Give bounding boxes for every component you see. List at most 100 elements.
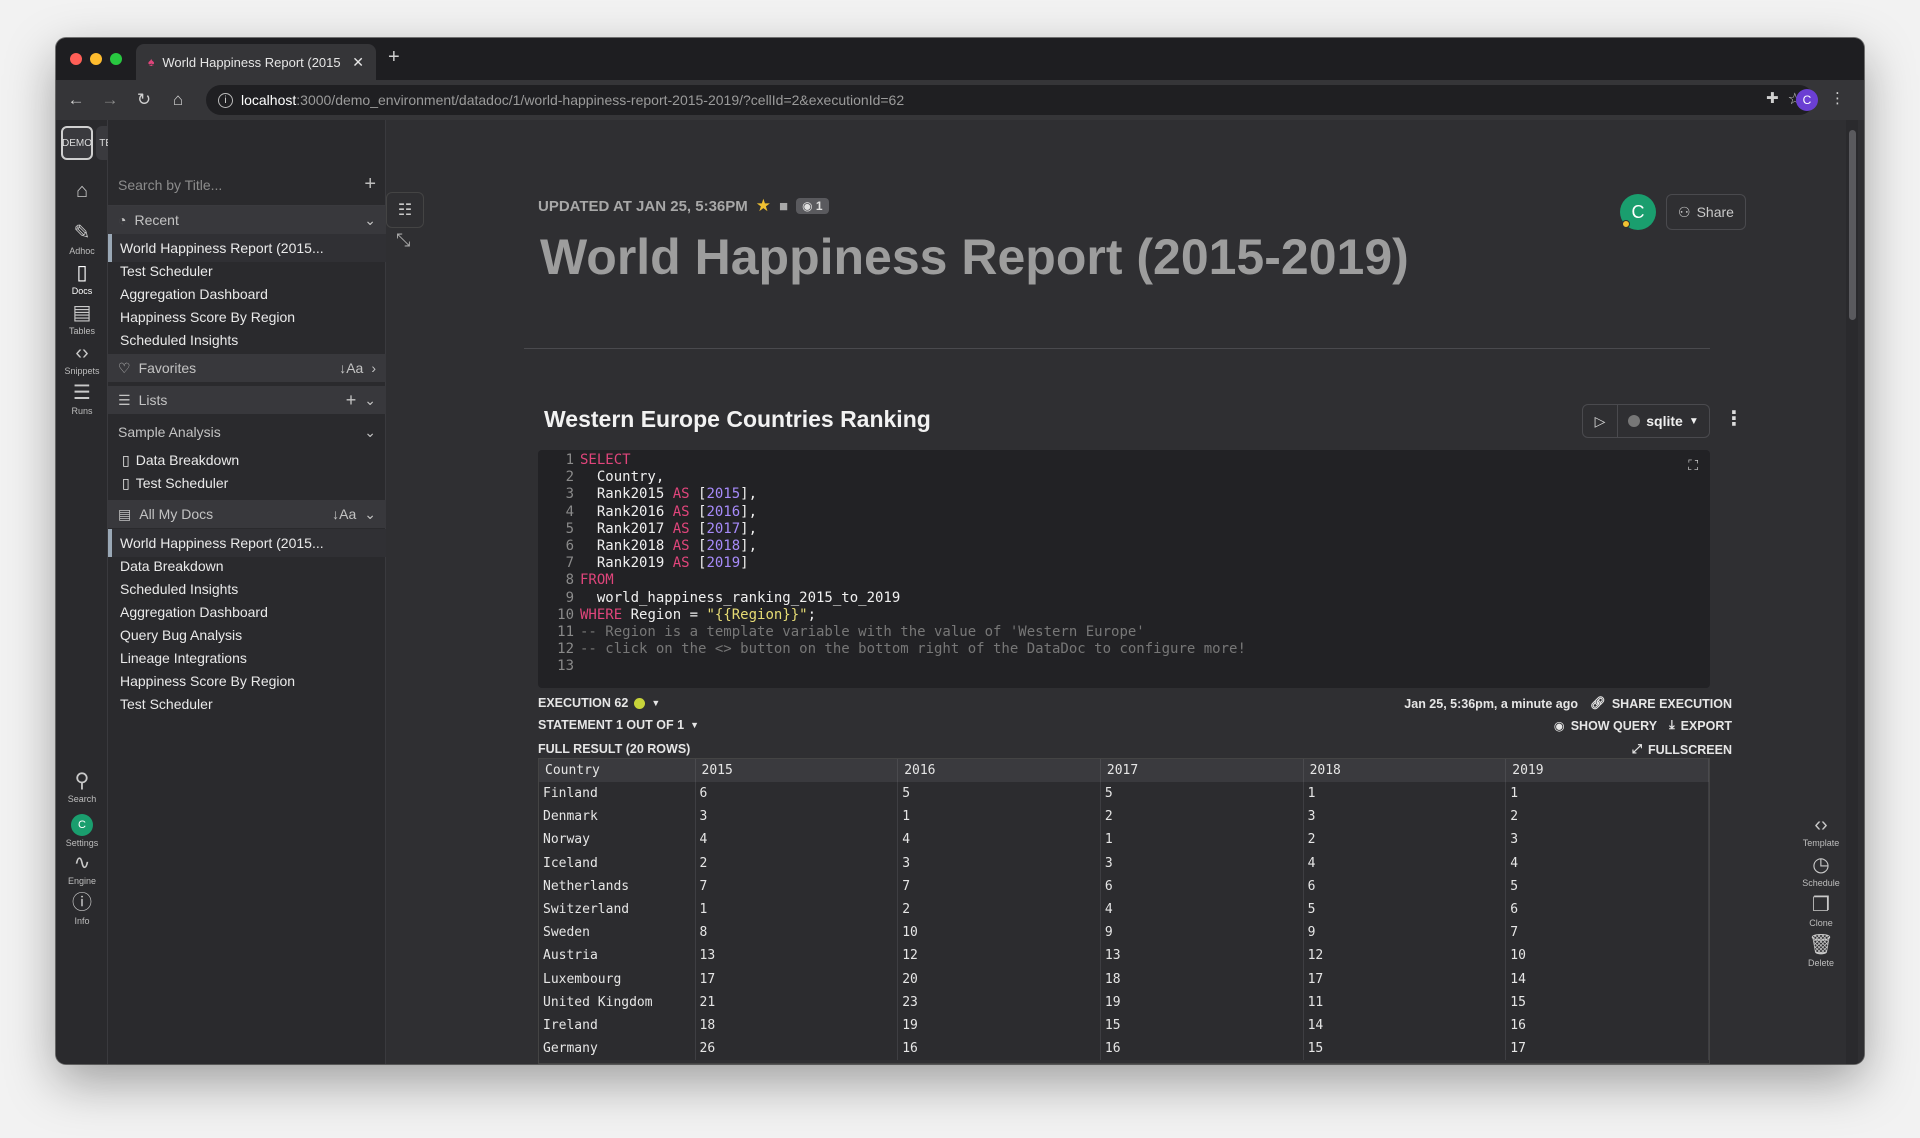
table-cell[interactable]: 23 xyxy=(897,990,1101,1014)
clone-button[interactable]: ❐ Clone xyxy=(1796,894,1846,928)
table-cell[interactable]: 2 xyxy=(695,851,899,875)
table-cell[interactable]: 14 xyxy=(1303,1013,1507,1038)
table-cell[interactable]: Sweden xyxy=(539,921,696,945)
chevron-down-icon[interactable]: ⌄ xyxy=(364,391,376,408)
chevron-down-icon[interactable]: ⌄ xyxy=(364,211,376,228)
table-cell[interactable]: 21 xyxy=(695,990,899,1014)
env-demo-chip[interactable]: DEMO xyxy=(61,126,93,160)
all-docs-item[interactable]: Happiness Score By Region xyxy=(120,673,296,689)
share-button[interactable]: ⚇ Share xyxy=(1666,194,1746,230)
table-cell[interactable]: 15 xyxy=(1303,1037,1507,1061)
run-button[interactable]: ▷ xyxy=(1582,404,1618,438)
rail-tables[interactable]: ▤ Tables xyxy=(56,302,108,336)
rail-adhoc[interactable]: ✎ Adhoc xyxy=(56,222,108,256)
sample-analysis-header[interactable]: Sample Analysis ⌄ xyxy=(108,418,386,446)
table-cell[interactable]: 1 xyxy=(1100,828,1304,852)
table-cell[interactable]: 10 xyxy=(1505,944,1709,968)
recent-item[interactable]: Test Scheduler xyxy=(120,263,213,279)
table-cell[interactable]: 16 xyxy=(897,1037,1101,1061)
browser-tab[interactable]: ♠ World Happiness Report (2015 ✕ xyxy=(136,44,376,80)
list-item[interactable]: ▯ Data Breakdown xyxy=(108,446,386,474)
table-cell[interactable]: 4 xyxy=(1505,851,1709,875)
table-cell[interactable]: 15 xyxy=(1100,1013,1304,1038)
table-cell[interactable]: Netherlands xyxy=(539,874,696,898)
table-cell[interactable]: Austria xyxy=(539,944,696,968)
query-editor[interactable]: ⛶ 1 SELECT 2 Country, 3 Rank2015 AS [2015… xyxy=(538,450,1710,688)
table-cell[interactable]: 26 xyxy=(695,1037,899,1061)
column-header[interactable]: 2019 xyxy=(1505,759,1709,782)
table-cell[interactable]: 5 xyxy=(1303,897,1507,922)
rail-info[interactable]: ⓘ Info xyxy=(56,892,108,926)
table-cell[interactable]: United Kingdom xyxy=(539,990,696,1014)
all-docs-item[interactable]: Lineage Integrations xyxy=(120,650,247,666)
reload-button[interactable]: ↻ xyxy=(136,90,152,109)
browser-menu-icon[interactable]: ⋮ xyxy=(1830,90,1845,107)
scrollbar-thumb[interactable] xyxy=(1849,130,1856,320)
table-cell[interactable]: 4 xyxy=(1100,897,1304,922)
table-cell[interactable]: 4 xyxy=(1303,851,1507,875)
template-button[interactable]: ‹› Template xyxy=(1796,814,1846,848)
table-cell[interactable]: 2 xyxy=(1505,805,1709,829)
recent-item[interactable]: World Happiness Report (2015... xyxy=(108,234,386,262)
cell-title[interactable]: Western Europe Countries Ranking xyxy=(544,406,931,432)
table-cell[interactable]: 19 xyxy=(1100,990,1304,1014)
table-cell[interactable]: 13 xyxy=(1100,944,1304,968)
chevron-down-icon[interactable]: ⌄ xyxy=(364,423,376,440)
table-cell[interactable]: 18 xyxy=(1100,967,1304,991)
table-cell[interactable]: 9 xyxy=(1303,921,1507,945)
all-docs-item[interactable]: World Happiness Report (2015... xyxy=(108,529,386,557)
rail-docs[interactable]: ▯ Docs xyxy=(56,262,108,296)
all-docs-section-header[interactable]: ▤ All My Docs ↓Aa ⌄ xyxy=(108,500,386,528)
viewers-badge[interactable]: ◉ 1 xyxy=(796,198,829,214)
rail-runs[interactable]: ☰ Runs xyxy=(56,382,108,416)
table-cell[interactable]: 10 xyxy=(897,921,1101,945)
table-cell[interactable]: 1 xyxy=(1505,782,1709,806)
table-cell[interactable]: 6 xyxy=(1505,897,1709,922)
table-cell[interactable]: 1 xyxy=(1303,782,1507,806)
extensions-icon[interactable]: ✚ xyxy=(1766,90,1779,107)
all-docs-item[interactable]: Query Bug Analysis xyxy=(120,627,243,643)
table-cell[interactable]: Finland xyxy=(539,782,696,806)
all-docs-item[interactable]: Scheduled Insights xyxy=(120,581,239,597)
table-cell[interactable]: 8 xyxy=(695,921,899,945)
table-cell[interactable]: 16 xyxy=(1505,1013,1709,1038)
briefcase-icon[interactable]: ■ xyxy=(779,197,789,215)
table-cell[interactable]: 1 xyxy=(897,805,1101,829)
table-cell[interactable]: 5 xyxy=(897,782,1101,806)
recent-item[interactable]: Happiness Score By Region xyxy=(120,309,296,325)
table-cell[interactable]: Switzerland xyxy=(539,897,696,922)
table-cell[interactable]: 7 xyxy=(695,874,899,898)
chevron-down-icon[interactable]: ⌄ xyxy=(364,505,376,522)
table-cell[interactable]: 14 xyxy=(1505,967,1709,991)
table-cell[interactable]: 6 xyxy=(695,782,899,806)
table-cell[interactable]: Luxembourg xyxy=(539,967,696,991)
statement-selector[interactable]: STATEMENT 1 OUT OF 1 ▼ xyxy=(538,718,699,732)
table-cell[interactable]: 7 xyxy=(1505,921,1709,945)
page-title[interactable]: World Happiness Report (2015-2019) xyxy=(540,229,1409,285)
sort-button[interactable]: ↓Aa xyxy=(332,506,357,522)
profile-avatar[interactable]: C xyxy=(1796,89,1818,111)
collapse-icon[interactable]: ⤡ xyxy=(396,230,411,250)
minimize-window-button[interactable] xyxy=(90,53,102,65)
table-cell[interactable]: 12 xyxy=(897,944,1101,968)
lists-section-header[interactable]: ☰ Lists + ⌄ xyxy=(108,386,386,414)
table-cell[interactable]: Germany xyxy=(539,1037,696,1061)
fullscreen-button[interactable]: FULLSCREEN xyxy=(1647,742,1732,757)
table-cell[interactable]: 6 xyxy=(1303,874,1507,898)
export-button[interactable]: EXPORT xyxy=(1680,718,1732,733)
add-doc-button[interactable]: + xyxy=(364,173,376,195)
all-docs-item[interactable]: Data Breakdown xyxy=(120,558,224,574)
new-tab-button[interactable]: + xyxy=(388,46,400,68)
forward-button[interactable]: → xyxy=(101,90,119,109)
table-cell[interactable]: 2 xyxy=(1303,828,1507,852)
recent-section-header[interactable]: ◔ Recent ⌄ xyxy=(108,206,386,234)
table-cell[interactable]: 2 xyxy=(897,897,1101,922)
home-button[interactable]: ⌂ xyxy=(172,90,184,109)
table-cell[interactable]: 17 xyxy=(695,967,899,991)
table-cell[interactable]: 4 xyxy=(897,828,1101,852)
rail-snippets[interactable]: ‹› Snippets xyxy=(56,342,108,376)
list-item[interactable]: ▯ Test Scheduler xyxy=(108,469,386,497)
table-cell[interactable]: 7 xyxy=(897,874,1101,898)
more-menu-icon[interactable]: ⋮ xyxy=(1724,408,1744,430)
column-header[interactable]: 2018 xyxy=(1303,759,1507,782)
